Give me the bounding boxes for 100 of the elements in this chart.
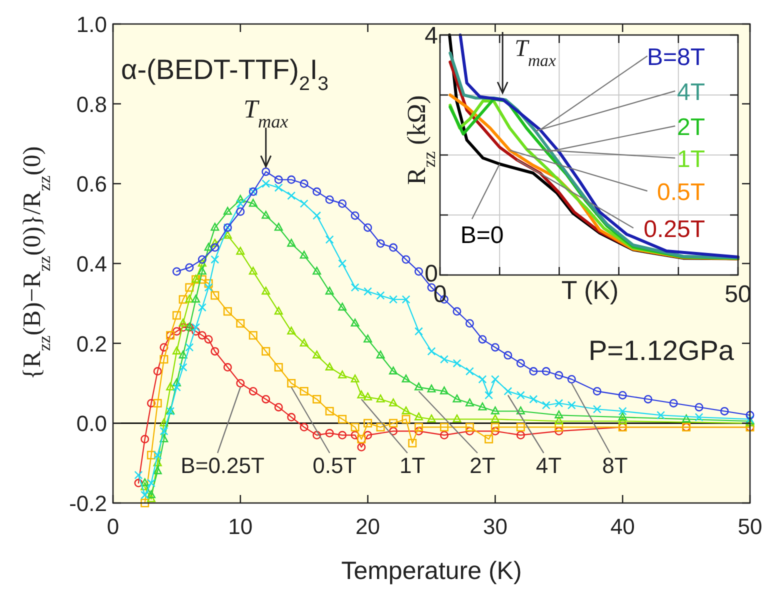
- x-tick-label: 40: [610, 514, 635, 539]
- point: [465, 398, 474, 406]
- point: [402, 374, 410, 382]
- series-label: 2T: [470, 453, 496, 478]
- text: B=0: [460, 222, 504, 249]
- point: [490, 414, 500, 422]
- point: [204, 335, 213, 344]
- series-label: 0.5T: [656, 179, 706, 206]
- y-tick-label: 4: [424, 22, 438, 50]
- text: α-(BEDT-TTF)$_{2}$I$_{3}$: [121, 54, 329, 95]
- point: [300, 199, 308, 208]
- point: [592, 386, 602, 396]
- point: [262, 167, 270, 176]
- point: [516, 406, 525, 414]
- point: [172, 346, 181, 354]
- point: [364, 418, 372, 428]
- point: [338, 370, 347, 378]
- point: [452, 307, 462, 316]
- point: [223, 230, 232, 239]
- x-tick-label: 50: [738, 514, 762, 539]
- point: [350, 374, 360, 382]
- point: [287, 238, 296, 247]
- point: [210, 243, 220, 252]
- point: [364, 334, 372, 343]
- point: [440, 430, 448, 440]
- y-tick-label: 0.6: [76, 172, 107, 197]
- point: [274, 183, 283, 192]
- text: 1T: [676, 146, 706, 173]
- point: [198, 331, 206, 340]
- point: [172, 378, 181, 386]
- point: [185, 263, 194, 272]
- x-tick-label: 50: [724, 281, 752, 308]
- point: [694, 412, 704, 422]
- point: [325, 235, 334, 244]
- point: [160, 355, 168, 364]
- point: [720, 406, 729, 416]
- point: [204, 279, 213, 288]
- point: [389, 426, 398, 436]
- series-label: 0.5T: [312, 453, 357, 478]
- point: [338, 414, 347, 424]
- point: [364, 223, 372, 232]
- point: [274, 402, 283, 412]
- point: [516, 430, 525, 440]
- point: [402, 295, 410, 304]
- point: [204, 242, 213, 251]
- point: [198, 255, 206, 264]
- point: [140, 478, 150, 486]
- point: [166, 382, 175, 390]
- point: [484, 434, 494, 444]
- point: [134, 478, 143, 488]
- point: [350, 211, 360, 220]
- point: [192, 294, 200, 303]
- point: [248, 331, 258, 340]
- point: [312, 187, 322, 196]
- point: [389, 295, 398, 304]
- y-tick-label: 0.4: [76, 251, 107, 276]
- point: [300, 422, 308, 432]
- point: [204, 283, 213, 292]
- text: 8T: [602, 453, 628, 478]
- point: [274, 222, 283, 231]
- point: [694, 402, 704, 412]
- annotation: T$_{max}$: [514, 36, 556, 70]
- point: [178, 363, 188, 372]
- point: [185, 343, 194, 352]
- point: [172, 327, 181, 336]
- point: [376, 394, 385, 402]
- point: [248, 198, 258, 207]
- point: [389, 398, 398, 406]
- point: [554, 422, 564, 432]
- point: [357, 434, 366, 444]
- point: [160, 418, 168, 426]
- point: [516, 359, 525, 368]
- point: [172, 382, 181, 392]
- point: [236, 194, 245, 203]
- point: [236, 246, 245, 255]
- point: [178, 295, 188, 304]
- point: [210, 347, 220, 356]
- point: [402, 406, 410, 414]
- point: [223, 363, 232, 372]
- point: [350, 318, 360, 327]
- point: [490, 343, 500, 352]
- point: [592, 404, 602, 414]
- point: [618, 406, 627, 416]
- point: [274, 363, 283, 372]
- point: [287, 379, 296, 388]
- point: [146, 398, 156, 408]
- point: [236, 319, 245, 328]
- point: [198, 258, 206, 267]
- point: [198, 275, 206, 284]
- point: [198, 266, 206, 275]
- point: [274, 175, 283, 184]
- point: [262, 286, 270, 295]
- x-tick-label: 30: [482, 514, 508, 539]
- point: [567, 375, 576, 384]
- point: [554, 410, 564, 418]
- point: [312, 266, 322, 275]
- point: [414, 426, 424, 436]
- point: [529, 367, 538, 376]
- point: [529, 394, 538, 404]
- point: [153, 367, 162, 376]
